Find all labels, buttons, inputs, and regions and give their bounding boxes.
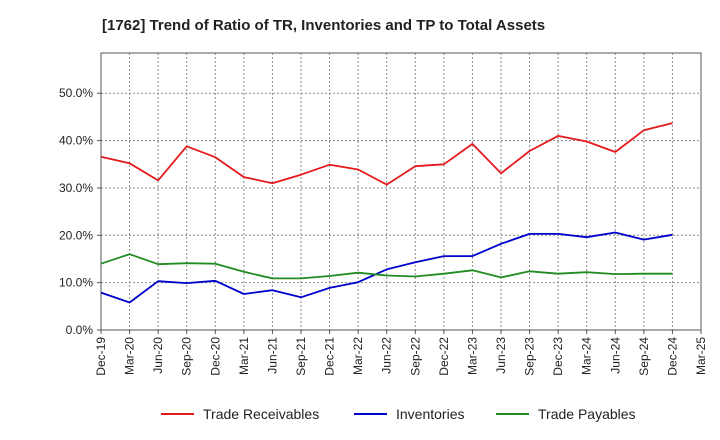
- x-tick-label: Mar-21: [237, 337, 251, 375]
- y-tick-label: 40.0%: [59, 134, 93, 148]
- chart-title: [1762] Trend of Ratio of TR, Inventories…: [102, 17, 545, 34]
- x-axis: Dec-19 Mar-20 Jun-20 Sep-20 Dec-20 Mar-21 Jun-…: [94, 330, 708, 376]
- x-tick-label: Mar-22: [351, 337, 365, 375]
- x-tick-label: Sep-20: [180, 337, 194, 376]
- y-axis: 0.0% 10.0% 20.0% 30.0% 40.0% 50.0%: [59, 86, 101, 337]
- x-tick-label: Dec-19: [94, 337, 108, 376]
- x-tick-label: Jun-21: [265, 337, 279, 374]
- y-tick-label: 20.0%: [59, 228, 93, 242]
- x-tick-label: Dec-20: [208, 337, 222, 376]
- legend-label: Trade Receivables: [203, 406, 319, 422]
- legend-label: Inventories: [396, 406, 464, 422]
- plot-area: [100, 52, 702, 331]
- x-tick-label: Mar-20: [123, 337, 137, 375]
- x-tick-label: Jun-20: [151, 337, 165, 374]
- legend: Trade Receivables Inventories Trade Payabl…: [161, 406, 636, 422]
- y-tick-label: 0.0%: [66, 323, 94, 337]
- x-tick-label: Mar-25: [694, 337, 708, 375]
- x-tick-label: Mar-24: [580, 337, 594, 375]
- x-tick-label: Jun-24: [608, 337, 622, 374]
- x-tick-label: Sep-23: [523, 337, 537, 376]
- x-tick-label: Sep-22: [408, 337, 422, 376]
- x-tick-label: Dec-21: [323, 337, 337, 376]
- series-layer: [100, 122, 673, 304]
- series-line: [100, 122, 673, 186]
- y-tick-label: 30.0%: [59, 181, 93, 195]
- legend-label: Trade Payables: [538, 406, 636, 422]
- x-tick-label: Sep-24: [637, 337, 651, 376]
- x-tick-label: Dec-22: [437, 337, 451, 376]
- x-tick-label: Mar-23: [465, 337, 479, 375]
- y-tick-label: 10.0%: [59, 276, 93, 290]
- x-tick-label: Dec-24: [665, 337, 679, 376]
- grid-lines: [101, 53, 701, 330]
- x-tick-label: Jun-22: [380, 337, 394, 374]
- x-tick-label: Dec-23: [551, 337, 565, 376]
- series-line: [100, 253, 673, 280]
- y-tick-label: 50.0%: [59, 86, 93, 100]
- series-line: [100, 231, 673, 304]
- x-tick-label: Jun-23: [494, 337, 508, 374]
- x-tick-label: Sep-21: [294, 337, 308, 376]
